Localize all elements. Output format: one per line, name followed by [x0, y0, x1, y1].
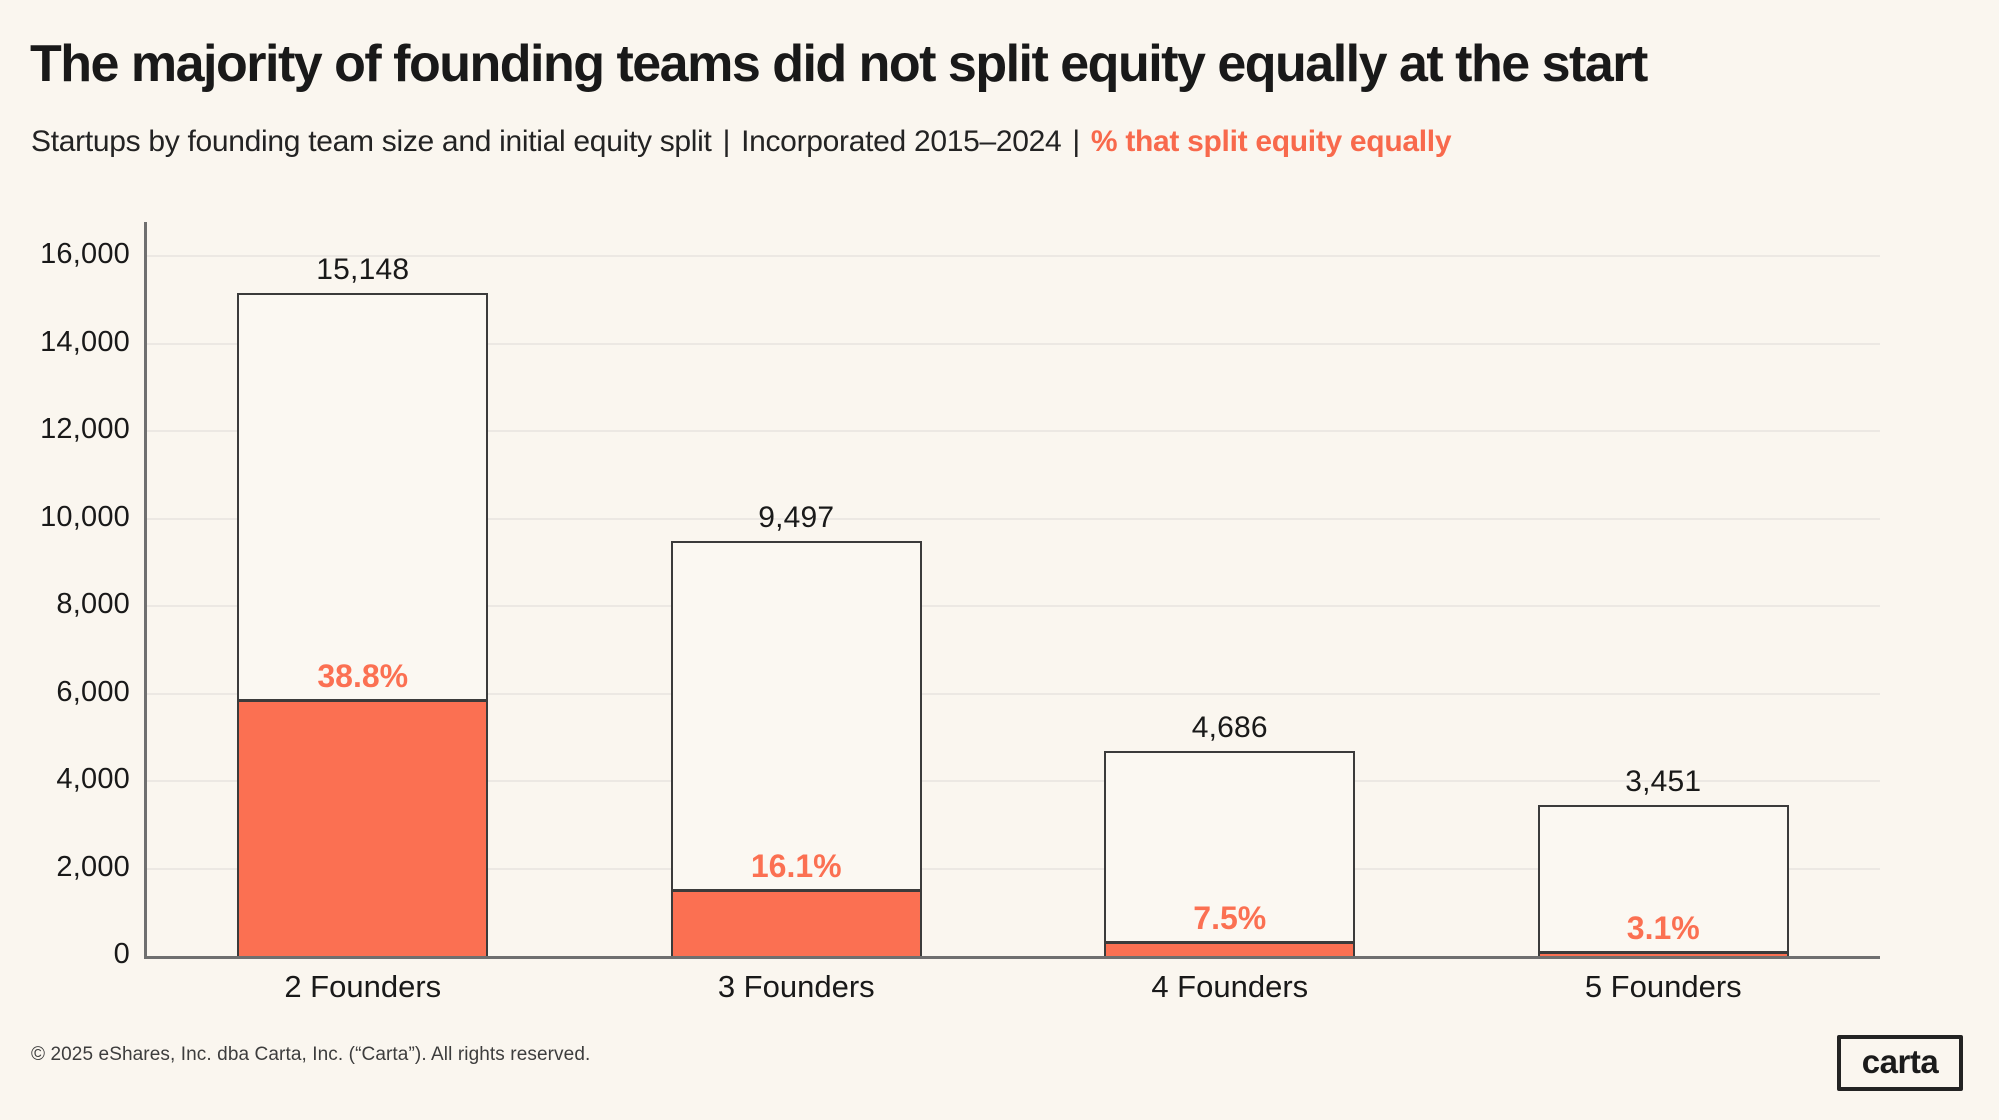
- total-label-5-founders: 3,451: [1625, 765, 1702, 799]
- y-axis-tick-label: 0: [113, 938, 130, 970]
- total-label-3-founders: 9,497: [758, 500, 835, 534]
- gridline-8-000: [146, 605, 1880, 607]
- subtitle-period: Incorporated 2015–2024: [741, 125, 1062, 158]
- gridline-10-000: [146, 517, 1880, 520]
- gridline-14-000: [146, 342, 1880, 345]
- y-axis-tick-label: 4,000: [56, 763, 130, 795]
- bar-segment-equal-split-2-founders: [239, 698, 487, 956]
- bar-segment-equal-split-4-founders: [1106, 940, 1354, 956]
- y-axis-tick-label: 2,000: [56, 850, 130, 883]
- carta-logo: carta: [1837, 1035, 1963, 1091]
- pct-label-4-founders: 7.5%: [1193, 899, 1267, 936]
- gridline-4-000: [146, 780, 1880, 782]
- y-axis-tick-label: 6,000: [56, 675, 130, 708]
- gridline-16-000: [146, 255, 1880, 257]
- x-axis-line: [144, 956, 1880, 959]
- copyright-text: © 2025 eShares, Inc. dba Carta, Inc. (“C…: [31, 1044, 591, 1065]
- x-axis-label-2-founders: 2 Founders: [284, 969, 442, 1004]
- y-axis-line: [144, 222, 147, 959]
- gridline-12-000: [146, 430, 1880, 432]
- bar-4-founders: [1104, 750, 1356, 956]
- total-label-2-founders: 15,148: [316, 253, 410, 287]
- bar-segment-equal-split-5-founders: [1539, 951, 1787, 956]
- subtitle-highlight: % that split equity equally: [1090, 125, 1452, 158]
- total-label-4-founders: 4,686: [1191, 710, 1268, 744]
- y-axis-tick-label: 8,000: [56, 588, 130, 620]
- subtitle-separator: |: [722, 125, 731, 158]
- bar-2-founders: [237, 293, 489, 956]
- x-axis-label-5-founders: 5 Founders: [1584, 969, 1742, 1004]
- pct-label-5-founders: 3.1%: [1626, 910, 1700, 947]
- x-axis-label-3-founders: 3 Founders: [717, 969, 875, 1004]
- pct-label-3-founders: 16.1%: [750, 848, 842, 885]
- x-axis-label-4-founders: 4 Founders: [1151, 969, 1309, 1004]
- y-axis-tick-label: 12,000: [40, 413, 130, 445]
- chart-title: The majority of founding teams did not s…: [30, 35, 1648, 93]
- bar-3-founders: [670, 540, 922, 956]
- bar-5-founders: [1537, 805, 1789, 956]
- y-axis-tick-label: 14,000: [40, 325, 130, 358]
- y-axis-tick-label: 16,000: [40, 238, 130, 270]
- carta-logo-text: carta: [1861, 1042, 1939, 1080]
- pct-label-2-founders: 38.8%: [317, 657, 409, 694]
- subtitle-separator: |: [1072, 125, 1080, 158]
- bar-segment-equal-split-3-founders: [672, 889, 920, 956]
- gridline-2-000: [146, 867, 1880, 870]
- subtitle-description: Startups by founding team size and initi…: [31, 125, 712, 158]
- chart-subtitle: Startups by founding team size and initi…: [31, 125, 1452, 159]
- gridline-6-000: [146, 692, 1880, 695]
- y-axis-tick-label: 10,000: [40, 500, 130, 533]
